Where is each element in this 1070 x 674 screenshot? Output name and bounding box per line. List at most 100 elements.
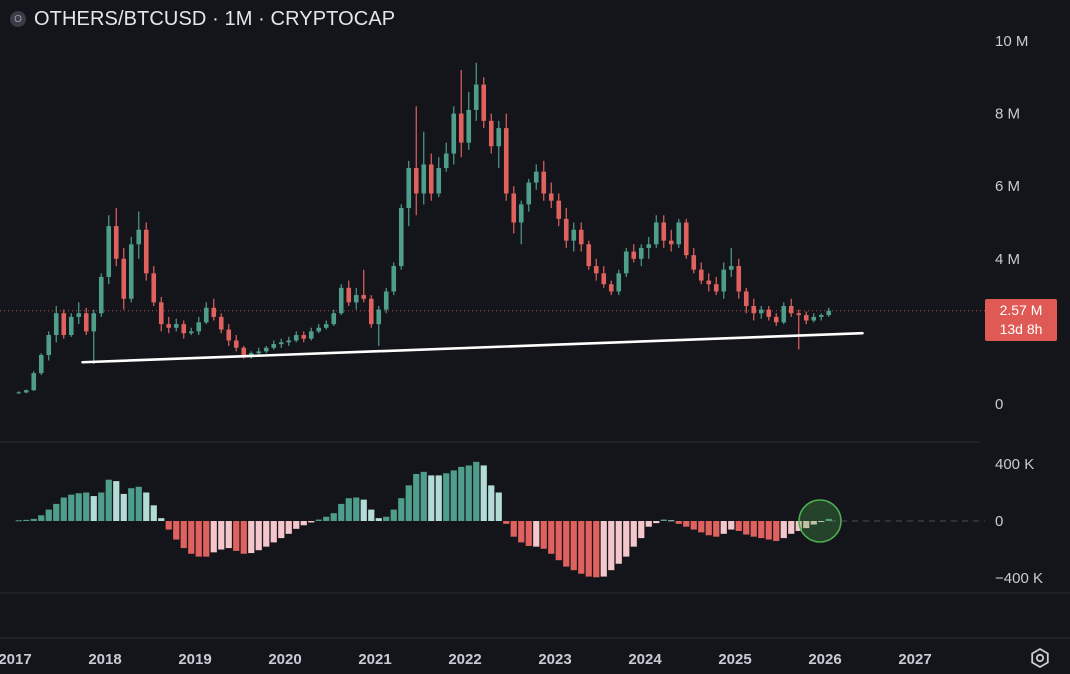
histogram-bar <box>173 521 180 540</box>
histogram-bar <box>180 521 187 549</box>
time-axis-tick-label: 2027 <box>898 651 931 668</box>
current-price-badge: 2.57 M 13d 8h <box>985 299 1057 341</box>
time-axis-tick-label: 2024 <box>628 651 662 668</box>
histogram-bar <box>23 519 30 521</box>
histogram-bar <box>315 519 322 521</box>
histogram-bar <box>548 521 555 554</box>
candle-body <box>571 229 577 241</box>
histogram-bar <box>420 471 427 521</box>
candle-body <box>458 113 464 143</box>
candle-body <box>586 244 592 267</box>
candle-body <box>91 313 97 332</box>
histogram-bar <box>105 479 112 521</box>
candle-body <box>518 204 524 223</box>
histogram-bar <box>435 475 442 521</box>
candle-body <box>106 226 112 277</box>
candle-body <box>601 273 607 285</box>
histogram-bar <box>645 521 652 527</box>
histogram-bar <box>293 521 300 529</box>
histogram-bar <box>195 521 202 557</box>
histogram-bar <box>263 521 270 547</box>
candle-body <box>796 313 802 316</box>
candle-body <box>46 335 52 355</box>
candle-body <box>511 193 517 223</box>
histogram-bar <box>713 521 720 537</box>
candle-body <box>406 168 412 208</box>
candle-body <box>691 255 697 270</box>
histogram-bar <box>368 509 375 521</box>
candle-body <box>391 266 397 292</box>
histogram-bar <box>653 521 660 524</box>
histogram-bar <box>540 521 547 549</box>
histogram-bar <box>128 488 135 521</box>
histogram-bar <box>308 521 315 523</box>
candle-body <box>353 295 359 303</box>
candle-body <box>128 244 134 299</box>
candle-body <box>83 313 89 332</box>
settings-icon[interactable] <box>1029 647 1051 669</box>
histogram-bar <box>90 496 97 521</box>
candle-body <box>98 276 104 314</box>
candle-body <box>241 347 247 357</box>
candle-body <box>608 284 614 292</box>
candle-body <box>593 266 599 274</box>
candle-body <box>383 291 389 310</box>
candle-body <box>683 222 689 256</box>
histogram-bar <box>728 521 735 530</box>
highlight-circle <box>798 499 842 543</box>
histogram-bar <box>668 520 675 522</box>
histogram-bar <box>383 516 390 521</box>
symbol-logo[interactable]: O <box>10 11 26 27</box>
candle-body <box>113 226 119 259</box>
histogram-bar <box>638 521 645 539</box>
histogram-bar <box>405 485 412 521</box>
candle-body <box>713 284 719 292</box>
histogram-bar <box>615 521 622 564</box>
candle-body <box>338 287 344 314</box>
candle-body <box>773 316 779 323</box>
histogram-bar <box>585 521 592 577</box>
candle-body <box>781 305 787 323</box>
histogram-bar <box>360 499 367 521</box>
histogram-bar <box>53 503 60 521</box>
histogram-bar <box>555 521 562 561</box>
histogram-bar <box>60 497 67 521</box>
histogram-bar <box>233 521 240 551</box>
candle-body <box>166 324 172 328</box>
histogram-bar <box>278 521 285 539</box>
histogram-bar <box>780 521 787 539</box>
candle-body <box>143 229 149 274</box>
candle-body <box>751 305 757 314</box>
histogram-bar <box>743 521 750 535</box>
candle-body <box>638 247 644 259</box>
histogram-bar <box>285 521 292 534</box>
candle-body <box>218 316 224 330</box>
histogram-bar <box>698 521 705 533</box>
histogram-bar <box>375 518 382 521</box>
histogram-bar <box>98 492 105 521</box>
histogram-bar <box>135 486 142 521</box>
candle-body <box>151 273 157 303</box>
price-pane <box>0 62 985 394</box>
candle-body <box>233 340 239 348</box>
candle-body <box>211 307 217 317</box>
histogram-bar <box>443 473 450 521</box>
candle-body <box>533 171 539 183</box>
candle-body <box>563 218 569 241</box>
candle-body <box>263 347 269 352</box>
candle-body <box>481 84 487 121</box>
candle-body <box>293 335 299 341</box>
candle-body <box>766 309 772 317</box>
histogram-bar <box>225 521 232 549</box>
histogram-bar <box>75 493 82 521</box>
indicator-pane <box>15 461 985 578</box>
histogram-bar <box>428 475 435 521</box>
chart-title[interactable]: OTHERS/BTCUSD · 1M · CRYPTOCAP <box>34 7 396 30</box>
candle-body <box>743 291 749 306</box>
histogram-bar <box>188 521 195 554</box>
candle-body <box>706 280 712 285</box>
candle-body <box>181 324 187 334</box>
histogram-bar <box>510 521 517 537</box>
histogram-bar <box>758 521 765 539</box>
